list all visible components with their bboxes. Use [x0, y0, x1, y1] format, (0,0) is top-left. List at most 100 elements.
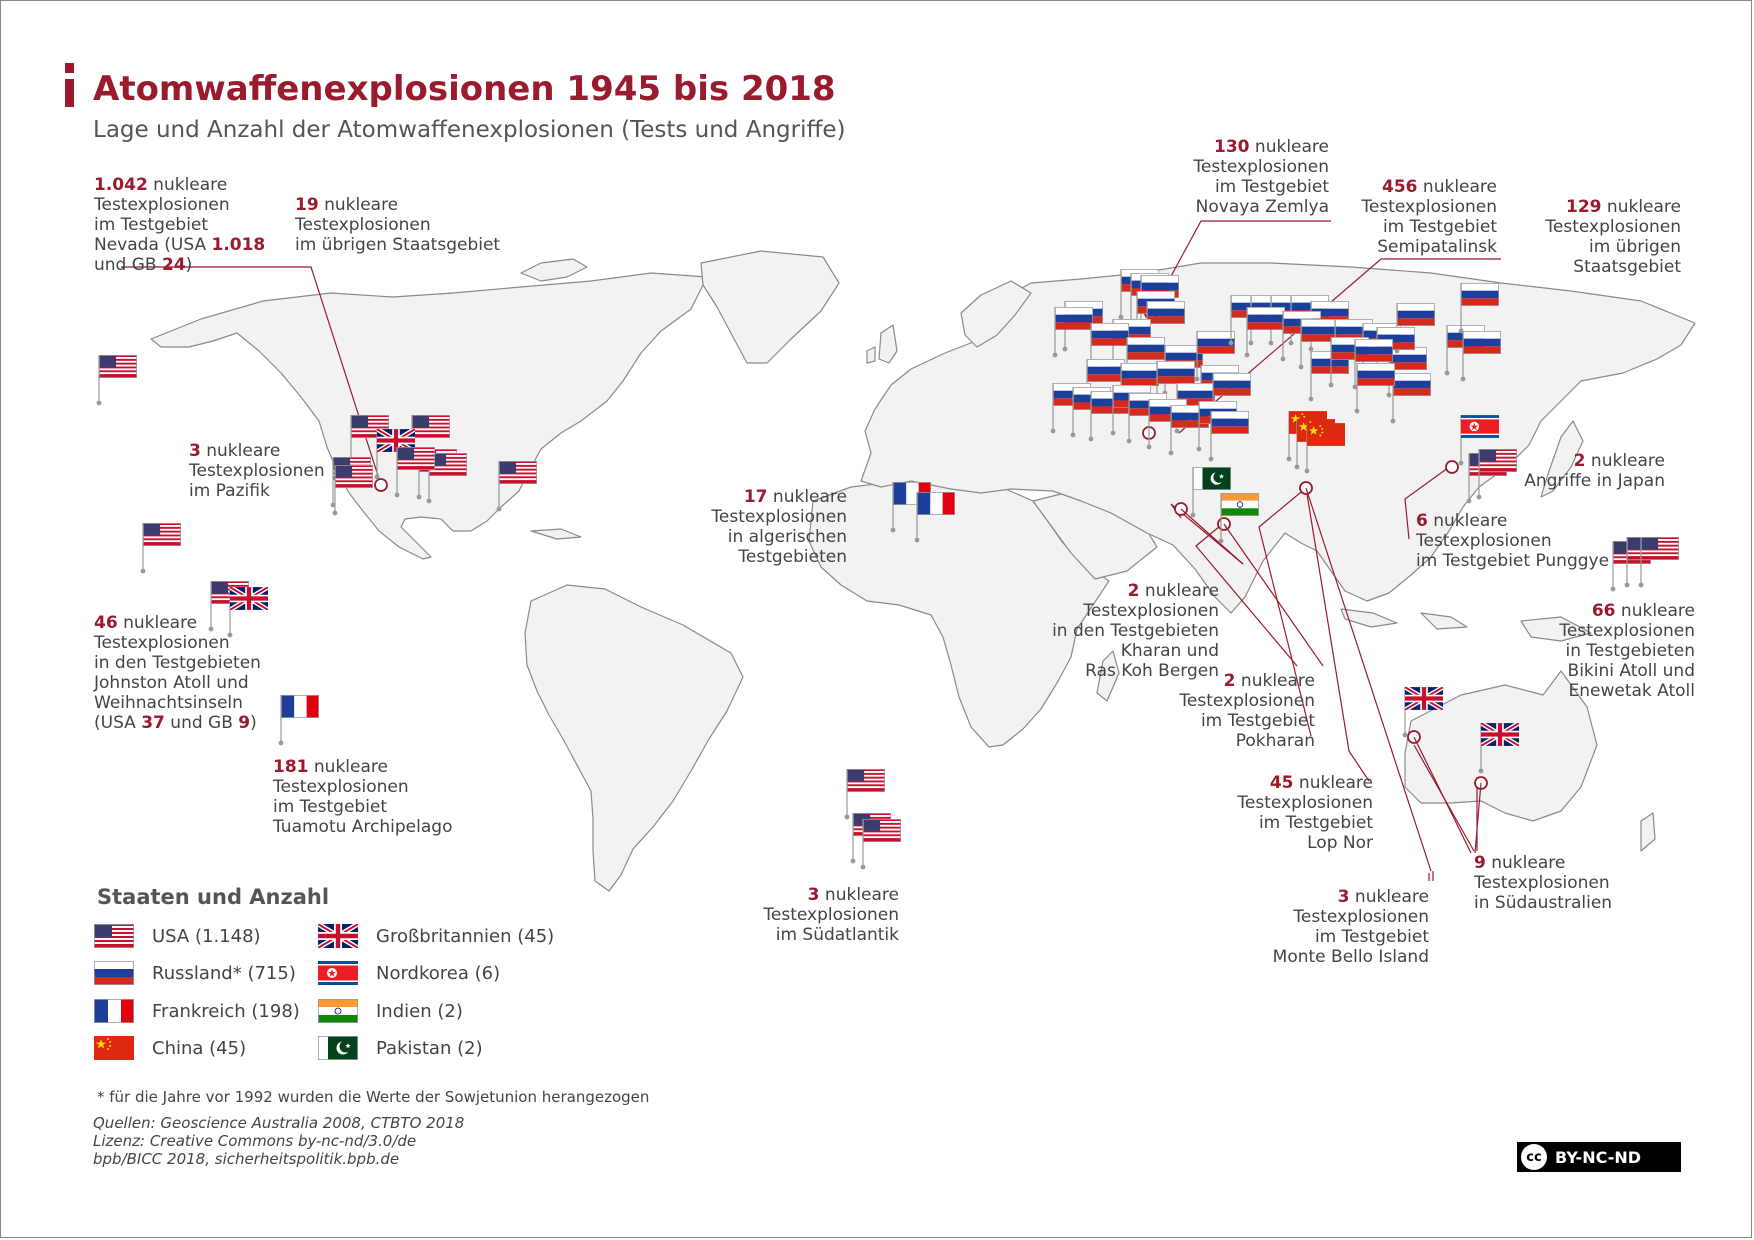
label-russia-rest: 129 nukleare Testexplosionen im übrigen Sta… [1545, 197, 1681, 277]
usa-flag-pin [1476, 449, 1517, 500]
russia-flag-icon [94, 961, 134, 985]
count-value: 1.042 [94, 175, 148, 195]
label-text: im Testgebiet [1382, 217, 1497, 237]
label-text: Novaya Zemlya [1195, 197, 1329, 217]
label-line: Testexplosionen [1052, 601, 1219, 621]
label-usa-rest: 19 nukleare Testexplosionen im übrigen Sta… [295, 195, 500, 255]
label-line: Lop Nor [1237, 833, 1373, 853]
label-line: Testexplosionen [1545, 217, 1681, 237]
label-line: 17 nukleare [711, 487, 847, 507]
legend-label: USA (1.148) [152, 925, 261, 947]
africa [808, 478, 1110, 748]
label-text: nukleare [1601, 197, 1681, 217]
india-flag-pin [1218, 493, 1259, 544]
label-text: nukleare [1349, 887, 1429, 907]
usa-flag-pin [850, 813, 891, 864]
legend-label: Großbritannien (45) [376, 925, 555, 947]
label-line: Novaya Zemlya [1193, 197, 1329, 217]
flag-layer [96, 269, 1679, 870]
label-text: im Testgebiet [94, 215, 209, 235]
russia-flag-pin [1146, 399, 1187, 450]
usa-flag-pin [208, 581, 249, 632]
russia-flag-pin [1328, 337, 1369, 388]
label-text: Testexplosionen [763, 905, 899, 925]
china-flag-icon [94, 1036, 134, 1060]
label-text: Johnston Atoll und [94, 673, 249, 693]
russia-flag-pin [1050, 383, 1091, 434]
count-value: 129 [1566, 197, 1602, 217]
label-text: im Testgebiet Punggye [1416, 551, 1610, 571]
arctic-islands [520, 258, 588, 282]
russia-flag-pin [1308, 351, 1349, 402]
label-line: Enewetak Atoll [1559, 681, 1695, 701]
label-text: nukleare [117, 613, 198, 633]
france-flag-pin [914, 492, 955, 543]
russia-flag-pin [1354, 363, 1395, 414]
label-text: Kharan und [1120, 641, 1219, 661]
legend-label: Pakistan (2) [376, 1037, 483, 1059]
label-line: 45 nukleare [1237, 773, 1373, 793]
label-lopnor: 45 nukleare Testexplosionen im Testgebiet L… [1237, 773, 1373, 853]
legend-item-russia: Russland* (715) [94, 961, 296, 985]
usa-flag-pin [1610, 541, 1651, 592]
label-pacific: 3 nukleare Testexplosionen im Pazifik [189, 441, 325, 501]
legend-label: Indien (2) [376, 1000, 463, 1022]
russia-flag-pin [1352, 339, 1393, 390]
label-text: nukleare [1427, 511, 1508, 531]
label-line: Testexplosionen [94, 195, 265, 215]
label-line: im Testgebiet [1179, 711, 1315, 731]
label-text: Semipatalinsk [1377, 237, 1497, 257]
legend-title: Staaten und Anzahl [97, 885, 330, 909]
label-text: in Südaustralien [1474, 893, 1613, 913]
label-line: Testexplosionen [1193, 157, 1329, 177]
label-line: 66 nukleare [1559, 601, 1695, 621]
label-text: Testexplosionen [1545, 217, 1681, 237]
label-pokharan: 2 nukleare Testexplosionen im Testgebiet Po… [1179, 671, 1315, 751]
legend-label: Frankreich (198) [152, 1000, 300, 1022]
madagascar [1096, 650, 1120, 702]
accent-bar [65, 79, 74, 107]
label-south-atlantic: 3 nukleare Testexplosionen im Südatlantik [763, 885, 899, 945]
label-line: Testexplosionen [94, 633, 261, 653]
usa-flag-pin [140, 523, 181, 574]
russia-flag-pin [1298, 319, 1339, 370]
label-line: 129 nukleare [1545, 197, 1681, 217]
label-text: und GB [94, 255, 162, 275]
label-line: im Testgebiet [1237, 813, 1373, 833]
source-line: Quellen: Geoscience Australia 2008, CTBT… [93, 1114, 465, 1132]
label-text: nukleare [1585, 451, 1665, 471]
label-text: Testexplosionen [273, 777, 409, 797]
label-text: Testexplosionen [1559, 621, 1695, 641]
label-line: im Testgebiet [1273, 927, 1429, 947]
count-value: 3 [189, 441, 201, 461]
russia-flag-pin [1280, 311, 1321, 362]
russia-flag-pin [1458, 283, 1499, 334]
label-novaya: 130 nukleare Testexplosionen im Testgebiet… [1193, 137, 1329, 217]
legend-item-northkorea: Nordkorea (6) [318, 961, 500, 985]
count-value: 19 [295, 195, 319, 215]
label-text: Staatsgebiet [1573, 257, 1681, 277]
label-text: Testexplosionen [94, 633, 230, 653]
label-line: im Testgebiet Punggye [1416, 551, 1609, 571]
russia-flag-pin [1118, 269, 1159, 320]
label-text: im Testgebiet [1200, 711, 1315, 731]
china-flag-pin [1286, 411, 1327, 462]
label-line: in den Testgebieten [94, 653, 261, 673]
label-text: Testexplosionen [295, 215, 431, 235]
russia-flag-pin [1070, 387, 1111, 438]
usa-flag-pin [1638, 537, 1679, 588]
label-johnston: 46 nukleare Testexplosionen in den Testgeb… [94, 613, 261, 733]
label-south-australia: 9 nukleare Testexplosionen in Südaustralie… [1474, 853, 1612, 913]
cuba [530, 528, 582, 540]
label-line: im Südatlantik [763, 925, 899, 945]
russia-flag-pin [1208, 411, 1249, 462]
label-line: Testexplosionen [1237, 793, 1373, 813]
label-text: Testexplosionen [1083, 601, 1219, 621]
japan [1540, 420, 1584, 498]
label-text: nukleare [767, 487, 847, 507]
label-line: Semipatalinsk [1361, 237, 1497, 257]
label-line: Bikini Atoll und [1559, 661, 1695, 681]
china-flag-pin [1294, 419, 1335, 470]
label-line: 6 nukleare [1416, 511, 1609, 531]
count-value: 2 [1127, 581, 1140, 601]
